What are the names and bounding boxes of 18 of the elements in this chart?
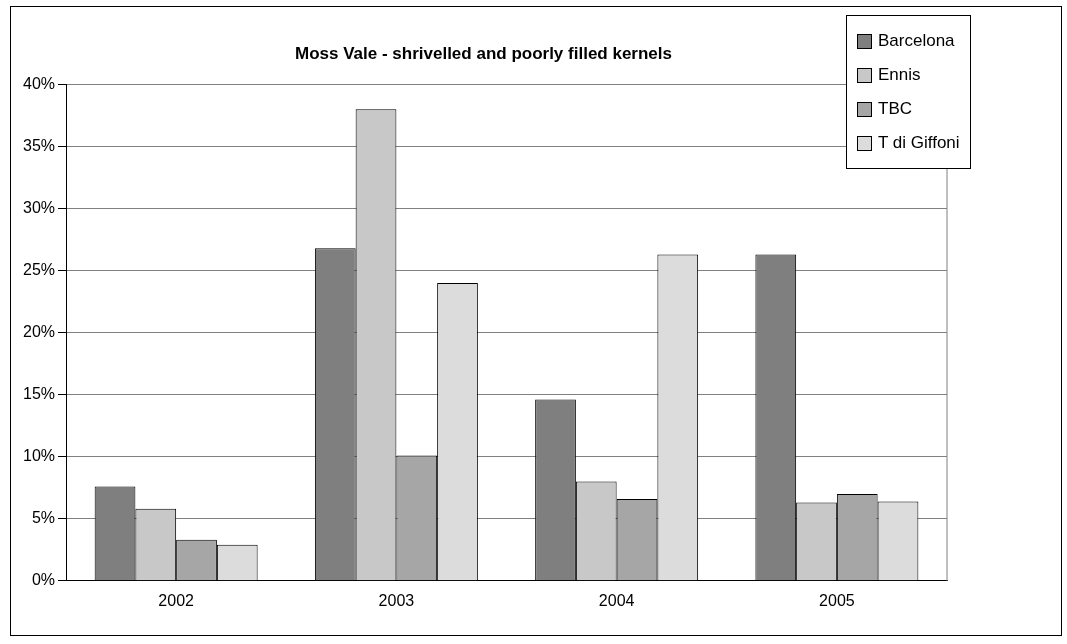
x-tick-label: 2004 [598, 591, 635, 609]
y-tick-label: 40% [22, 74, 56, 92]
x-tick-label: 2003 [378, 591, 415, 609]
x-tick-label: 2002 [158, 591, 195, 609]
y-tick-label: 25% [22, 260, 56, 278]
y-tick-label: 35% [22, 136, 56, 154]
legend-label: Barcelona [878, 31, 955, 51]
y-tick-label: 30% [22, 198, 56, 216]
y-tick-label: 10% [22, 447, 56, 465]
legend-label: TBC [878, 99, 912, 119]
legend-label: Ennis [878, 65, 921, 85]
y-tick-label: 5% [31, 509, 56, 527]
legend-label: T di Giffoni [878, 133, 960, 153]
x-tick-label: 2005 [819, 591, 855, 609]
y-tick-label: 0% [31, 571, 56, 589]
y-tick-label: 20% [22, 323, 56, 341]
chart-title: Moss Vale - shrivelled and poorly filled kernels [295, 43, 672, 63]
y-tick-label: 15% [22, 385, 56, 403]
